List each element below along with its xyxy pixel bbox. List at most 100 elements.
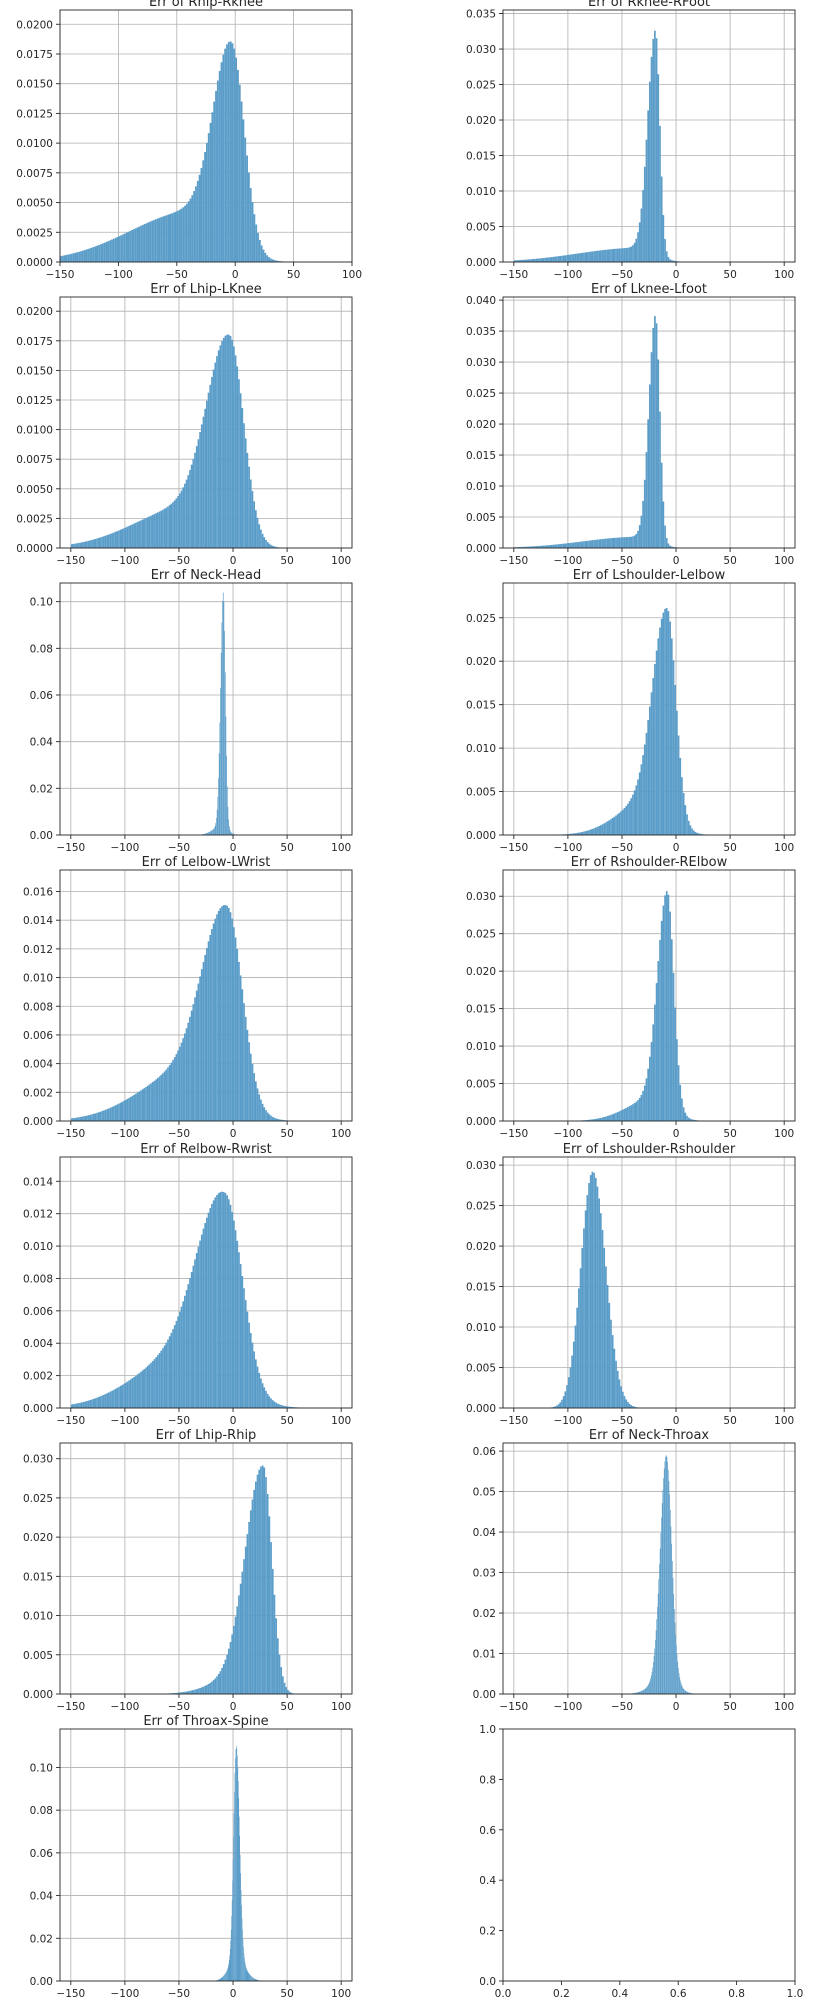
- histogram-bar: [200, 167, 203, 262]
- histogram-bar: [633, 1406, 636, 1408]
- histogram-bar: [226, 334, 228, 548]
- histogram-bar: [669, 1494, 670, 1694]
- histogram-bar: [265, 539, 267, 548]
- grid-lines: [60, 1729, 352, 1982]
- histogram-bar: [278, 1119, 281, 1121]
- histogram-bar: [94, 538, 97, 548]
- histogram-bar: [74, 1403, 76, 1408]
- histogram-bar: [185, 1028, 188, 1121]
- histogram-bar: [594, 827, 597, 835]
- histogram-bar: [200, 424, 203, 548]
- histogram-bar: [615, 1360, 617, 1408]
- histogram-bar: [574, 833, 577, 835]
- subplot-12: −150 −100 −50 0 50 100 0.00 0.01 0.02 0.03 0.04 0.0…: [473, 1428, 796, 1713]
- histogram-bar: [515, 260, 518, 262]
- histogram-bar: [656, 1619, 658, 1694]
- histogram-bar: [216, 356, 218, 548]
- histogram-bar: [687, 1692, 689, 1694]
- y-tick-label: 0.000: [23, 1689, 53, 1701]
- histogram-bar: [677, 1065, 680, 1121]
- histogram-bar: [193, 191, 196, 262]
- x-tick-label: 100: [774, 1128, 794, 1140]
- histogram-bar: [598, 250, 600, 262]
- axes-frame: [502, 1728, 796, 1982]
- histogram-bar: [148, 516, 151, 548]
- x-tick-label: −100: [553, 269, 582, 281]
- histogram-bar: [162, 1348, 164, 1408]
- x-tick-label: 100: [331, 842, 351, 854]
- histogram-bar: [527, 259, 530, 262]
- histogram-bar: [623, 248, 626, 262]
- histogram-bar: [175, 498, 178, 548]
- histogram-bar: [630, 536, 633, 548]
- histogram-bar: [535, 546, 538, 548]
- histogram-bar: [148, 1084, 151, 1121]
- histogram-bar: [275, 1402, 277, 1408]
- histogram-bar: [107, 1108, 110, 1121]
- y-tick-label: 0.01: [473, 1649, 496, 1661]
- histogram-bar: [173, 1057, 176, 1121]
- histogram-bar: [162, 509, 164, 548]
- histogram-bar: [682, 1107, 685, 1121]
- histogram-bar: [228, 819, 229, 835]
- histogram-bar: [646, 1687, 647, 1694]
- histogram-bar: [231, 1634, 234, 1694]
- histogram-bar: [596, 826, 599, 835]
- histogram-bar: [124, 527, 127, 548]
- histogram-bar: [238, 1797, 240, 1981]
- histogram-bar: [87, 1115, 90, 1121]
- histogram-bar: [567, 1377, 570, 1408]
- histogram-bar: [641, 1690, 643, 1694]
- histogram-bar: [603, 538, 606, 548]
- histogram-bar: [129, 525, 132, 548]
- x-tick-label: 0.6: [670, 1988, 687, 2000]
- histogram-bar: [199, 1687, 201, 1694]
- histogram-bar: [606, 1115, 609, 1121]
- histogram-bar: [69, 254, 71, 262]
- histogram-bar: [621, 1391, 624, 1408]
- histogram-bar: [645, 139, 648, 262]
- histogram-bar: [195, 186, 197, 262]
- histogram-bar: [657, 1606, 658, 1694]
- histogram-bar: [554, 1406, 557, 1408]
- x-tick-label: 100: [331, 1701, 351, 1713]
- histogram-bar: [638, 1691, 640, 1694]
- histogram-bar: [569, 542, 572, 548]
- histogram-bar: [151, 220, 154, 262]
- histogram-bar: [276, 1638, 279, 1694]
- y-tick-label: 0.2: [479, 1926, 496, 1938]
- histogram-bar: [686, 1691, 687, 1694]
- histogram-bar: [522, 259, 524, 262]
- histogram-bar: [620, 248, 622, 262]
- x-tick-label: −50: [168, 842, 190, 854]
- histogram-bar: [517, 260, 519, 262]
- histogram-bar: [270, 1115, 272, 1121]
- histogram-bar: [187, 475, 190, 548]
- histogram-bar: [214, 1678, 217, 1694]
- histogram-bar: [292, 1407, 294, 1408]
- histogram-bar: [530, 546, 533, 548]
- histogram-bar: [632, 794, 634, 835]
- histogram-bar: [561, 255, 563, 262]
- histogram-bar: [190, 464, 193, 548]
- histogram-bar: [240, 1873, 241, 1981]
- histogram-bar: [211, 929, 213, 1121]
- histogram-bar: [211, 1203, 213, 1408]
- histogram-bar: [550, 257, 553, 262]
- histogram-bar: [185, 1691, 188, 1694]
- histogram-bar: [630, 246, 633, 262]
- histogram-bar: [143, 1369, 146, 1408]
- histogram-bar: [583, 831, 585, 835]
- histogram-bar: [249, 1510, 252, 1694]
- histogram-bar: [136, 521, 139, 548]
- histogram-bar: [613, 537, 616, 548]
- histogram-bar: [111, 1106, 114, 1121]
- histogram-bar: [247, 1971, 249, 1981]
- histogram-bar: [518, 546, 521, 548]
- histogram-bar: [220, 652, 222, 835]
- histogram-bar: [632, 1406, 634, 1408]
- histogram-bar: [237, 69, 239, 263]
- histogram-bar: [251, 1063, 254, 1121]
- y-tick-label: 0.010: [23, 973, 53, 985]
- subplot-title: Err of Lhip-Rhip: [156, 1428, 257, 1443]
